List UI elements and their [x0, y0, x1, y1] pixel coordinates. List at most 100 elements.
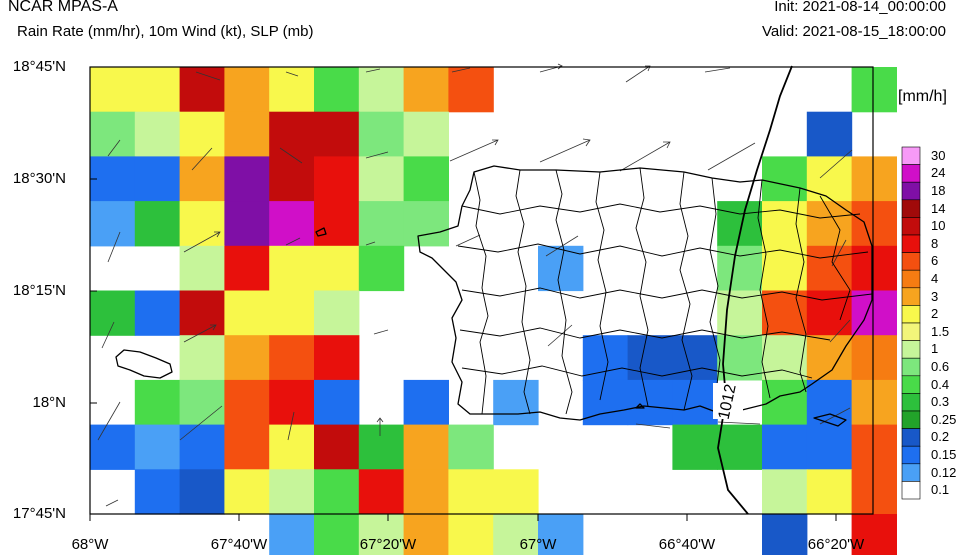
map-subtitle: Rain Rate (mm/hr), 10m Wind (kt), SLP (m…	[17, 23, 314, 40]
rain-cell	[493, 514, 539, 555]
rain-cell	[134, 469, 181, 515]
colorbar-swatch	[901, 164, 921, 183]
rain-cell	[224, 111, 270, 157]
rain-cell	[224, 201, 270, 247]
rain-cell	[224, 335, 270, 381]
lon-label: 67°20'W	[359, 536, 417, 553]
rain-cell	[672, 379, 718, 426]
rain-cell	[851, 514, 897, 555]
rain-cell	[762, 469, 808, 515]
rain-cell	[582, 379, 629, 426]
rain-cell	[134, 111, 181, 157]
rain-cell	[672, 335, 718, 381]
rain-cell	[806, 335, 853, 381]
rain-cell	[269, 379, 315, 426]
rain-cell	[403, 379, 449, 426]
colorbar-level-label: 4	[931, 271, 939, 286]
rain-cell	[403, 424, 449, 470]
rain-cell	[224, 379, 270, 426]
rain-cell	[314, 245, 360, 292]
lat-label: 18°45'N	[12, 58, 66, 75]
rain-cell	[806, 245, 853, 292]
rain-cell	[314, 514, 360, 555]
rain-cell	[403, 111, 449, 157]
rain-cell	[179, 379, 225, 426]
colorbar-swatch	[901, 217, 921, 236]
rain-cell	[269, 335, 315, 381]
rain-cell	[314, 67, 360, 113]
lat-label: 17°45'N	[12, 505, 66, 522]
rain-cell	[90, 290, 136, 336]
lon-label: 66°20'W	[807, 536, 865, 553]
rain-cell	[358, 111, 405, 157]
rain-cell	[134, 424, 181, 470]
colorbar-units: [mm/h]	[898, 88, 947, 105]
rain-cell	[358, 514, 405, 555]
colorbar-level-label: 8	[931, 235, 939, 251]
lon-label: 67°W	[519, 536, 557, 553]
colorbar-level-label: 0.4	[931, 376, 950, 392]
rain-cell	[134, 379, 181, 426]
rain-cell	[224, 156, 270, 202]
rain-cell	[448, 514, 494, 555]
rain-cell	[269, 514, 315, 555]
colorbar-swatch	[901, 357, 921, 377]
rain-cell	[851, 156, 897, 202]
rain-cell	[314, 335, 360, 381]
rain-cell	[493, 469, 539, 515]
colorbar-level-label: 0.12	[931, 464, 956, 480]
rain-cell	[269, 111, 315, 157]
colorbar-level-label: 0.2	[931, 429, 950, 445]
rain-cell	[314, 290, 360, 336]
rain-cell	[627, 379, 673, 426]
rain-cell	[762, 156, 808, 202]
colorbar-level-label: 14	[931, 200, 946, 216]
rain-cell	[314, 469, 360, 515]
rain-cell	[179, 424, 225, 470]
rain-cell	[762, 514, 808, 555]
colorbar-swatch	[901, 445, 921, 465]
rain-cell	[269, 469, 315, 515]
rain-cell	[179, 201, 225, 247]
rain-cell	[717, 201, 763, 247]
lon-label: 68°W	[71, 536, 109, 553]
rain-cell	[358, 67, 405, 113]
rain-cell	[224, 424, 270, 470]
municipality-borders	[457, 167, 873, 415]
rain-cell	[179, 245, 225, 292]
colorbar	[901, 146, 921, 500]
rain-cell	[90, 201, 136, 247]
colorbar-swatch	[901, 234, 921, 253]
rain-cell	[179, 156, 225, 202]
coastline-borders	[115, 165, 873, 427]
rain-cell	[179, 290, 225, 336]
colorbar-level-label: 18	[931, 183, 946, 198]
rain-cell	[224, 469, 270, 515]
rain-cell	[403, 469, 449, 515]
rain-cell	[851, 67, 897, 113]
rain-cell	[717, 424, 763, 470]
rain-cell	[179, 335, 225, 381]
rain-cell	[269, 156, 315, 202]
colorbar-level-label: 30	[931, 147, 946, 163]
colorbar-swatch	[901, 181, 921, 201]
colorbar-level-label: 6	[931, 253, 939, 269]
rain-cell	[448, 67, 494, 113]
rain-cell	[448, 424, 494, 470]
colorbar-level-label: 0.1	[931, 482, 950, 498]
rain-cell	[806, 111, 853, 157]
rain-cell	[358, 156, 405, 202]
rain-cell	[806, 469, 853, 515]
colorbar-level-label: 0.25	[931, 411, 956, 427]
rain-cell	[224, 245, 270, 292]
rain-cell	[762, 245, 808, 292]
rain-cell	[179, 67, 225, 113]
rain-cell	[851, 201, 897, 247]
rain-cell	[269, 424, 315, 470]
rain-cell	[851, 379, 897, 426]
map-title: NCAR MPAS-A	[8, 0, 118, 15]
colorbar-level-label: 0.3	[931, 394, 950, 410]
colorbar-swatch	[901, 252, 921, 271]
rain-cell	[179, 469, 225, 515]
rain-cell	[358, 469, 405, 515]
